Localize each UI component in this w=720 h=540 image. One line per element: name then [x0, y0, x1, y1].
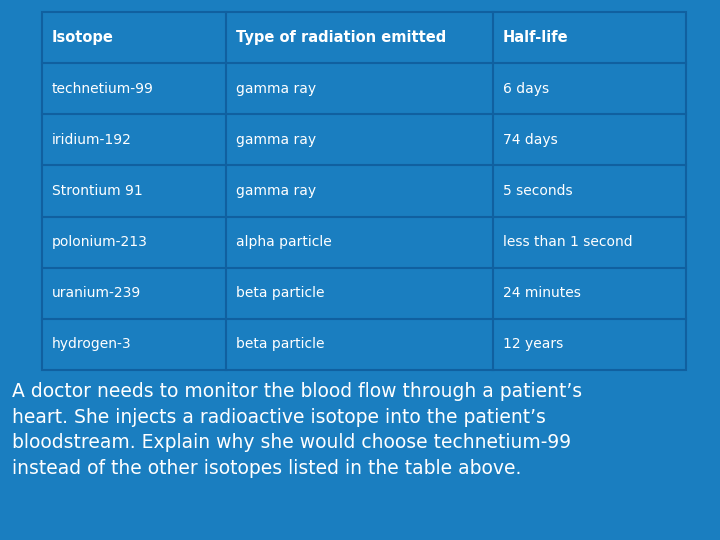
Text: Half-life: Half-life: [503, 30, 568, 45]
Text: Type of radiation emitted: Type of radiation emitted: [235, 30, 446, 45]
Text: iridium-192: iridium-192: [52, 133, 132, 147]
Bar: [42, 12, 686, 370]
Text: technetium-99: technetium-99: [52, 82, 154, 96]
Text: 6 days: 6 days: [503, 82, 549, 96]
Text: 74 days: 74 days: [503, 133, 557, 147]
Text: gamma ray: gamma ray: [235, 82, 315, 96]
Text: 12 years: 12 years: [503, 338, 563, 352]
Text: Strontium 91: Strontium 91: [52, 184, 143, 198]
Text: hydrogen-3: hydrogen-3: [52, 338, 132, 352]
Text: 5 seconds: 5 seconds: [503, 184, 572, 198]
Text: beta particle: beta particle: [235, 286, 324, 300]
Text: polonium-213: polonium-213: [52, 235, 148, 249]
Text: 24 minutes: 24 minutes: [503, 286, 580, 300]
Text: gamma ray: gamma ray: [235, 184, 315, 198]
Text: beta particle: beta particle: [235, 338, 324, 352]
Text: A doctor needs to monitor the blood flow through a patient’s
heart. She injects : A doctor needs to monitor the blood flow…: [12, 382, 582, 478]
Text: uranium-239: uranium-239: [52, 286, 141, 300]
Text: gamma ray: gamma ray: [235, 133, 315, 147]
Text: less than 1 second: less than 1 second: [503, 235, 632, 249]
Text: Isotope: Isotope: [52, 30, 114, 45]
Text: alpha particle: alpha particle: [235, 235, 331, 249]
Bar: [42, 12, 686, 370]
